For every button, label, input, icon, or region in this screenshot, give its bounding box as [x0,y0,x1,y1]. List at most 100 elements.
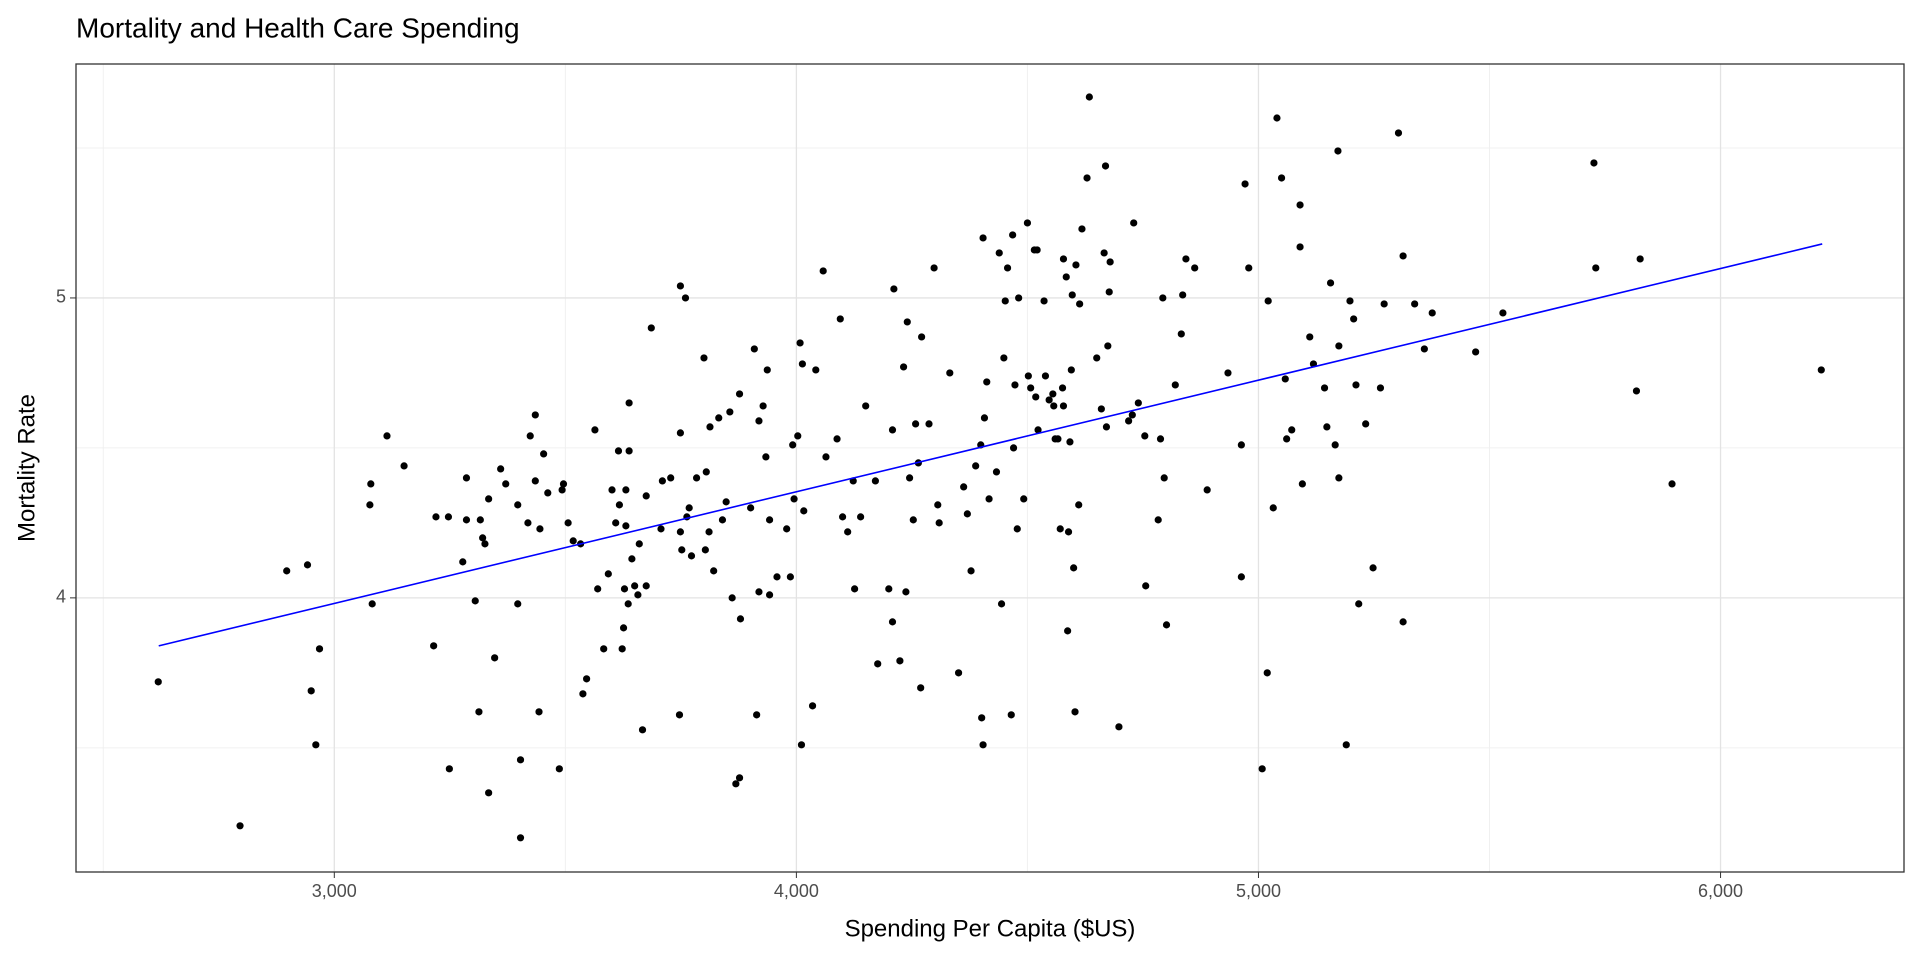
point [516,756,525,764]
point [794,432,802,440]
y-tick-label: 5 [56,287,66,307]
point [462,474,471,482]
point [1380,300,1388,308]
point [701,546,709,554]
point [1068,291,1076,299]
point [1059,255,1068,263]
point [979,741,987,749]
point [544,489,552,497]
point [1064,528,1073,536]
point [1034,426,1042,434]
point [1059,402,1068,410]
point [1281,375,1289,383]
point [1072,261,1080,269]
point [838,513,847,521]
point [1342,741,1350,749]
point [750,345,758,353]
point [491,654,499,662]
point [946,369,954,377]
point [675,711,684,719]
point [1171,381,1179,389]
point [1125,417,1133,425]
point [535,708,543,716]
point [430,642,438,650]
point [622,522,630,530]
point [851,585,859,593]
point [1263,669,1271,677]
point [462,516,471,524]
point [631,582,639,590]
point [526,432,534,440]
point [1237,573,1245,581]
point [790,495,798,503]
point [1101,162,1110,170]
point [1179,291,1187,299]
point [444,513,453,521]
point [685,504,693,512]
point [836,315,844,323]
point [1058,384,1067,392]
point [540,450,548,458]
point [1399,618,1407,626]
point [591,426,599,434]
point [647,324,655,332]
point [1376,384,1385,392]
point [1066,438,1074,446]
point [960,483,968,491]
point [583,675,591,683]
point [912,420,920,428]
point [1142,582,1150,590]
point [1056,525,1064,533]
point [705,528,713,536]
point [1298,480,1306,488]
point [786,573,794,581]
point [657,525,665,533]
point [307,687,315,695]
point [753,711,761,719]
point [874,660,882,668]
point [789,441,797,449]
point [367,480,375,488]
point [1224,369,1232,377]
point [1115,723,1123,731]
point [1104,342,1112,350]
point [383,432,391,440]
point [612,519,620,527]
point [1241,180,1249,188]
point [747,504,755,512]
point [1160,474,1168,482]
point [1237,441,1245,449]
point [1009,444,1018,452]
point [808,702,817,710]
point [871,477,880,485]
point [1128,411,1136,419]
point [154,678,162,686]
point [1350,315,1358,323]
point [622,486,630,494]
point [1032,393,1040,401]
point [735,774,744,782]
point [1428,309,1436,317]
point [1156,435,1165,443]
point [896,657,904,665]
point [983,378,991,386]
point [1020,495,1028,503]
point [608,486,616,494]
point [1326,279,1335,287]
point [635,540,643,548]
point [1105,288,1113,296]
trend-line [158,243,1823,647]
point [890,285,898,293]
point [1258,765,1266,773]
point [1023,219,1032,227]
point [1033,246,1041,254]
point [1668,480,1676,488]
point [930,264,938,272]
point [368,600,376,608]
point [236,822,244,830]
point [1245,264,1253,272]
point [628,555,636,563]
point [624,600,632,608]
point [536,525,544,533]
point [1182,255,1190,263]
